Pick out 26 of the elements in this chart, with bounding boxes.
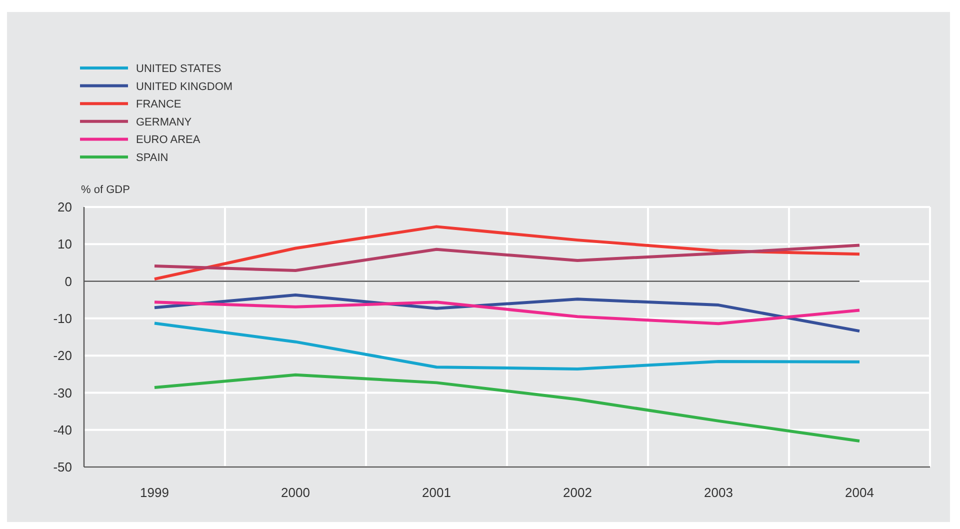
x-tick-label: 2000 bbox=[281, 485, 310, 500]
legend-label: EURO AREA bbox=[136, 134, 201, 146]
x-tick-label: 1999 bbox=[140, 485, 169, 500]
line-series bbox=[153, 373, 861, 442]
y-tick-label: 20 bbox=[58, 200, 72, 215]
line-series bbox=[153, 322, 861, 370]
y-tick-label: -30 bbox=[53, 385, 72, 400]
line-series bbox=[153, 300, 861, 326]
legend-label: SPAIN bbox=[136, 152, 168, 164]
y-tick-label: -20 bbox=[53, 348, 72, 364]
legend-label: UNITED STATES bbox=[136, 63, 222, 75]
legend-label: FRANCE bbox=[136, 98, 182, 111]
x-tick-label: 2002 bbox=[563, 485, 592, 500]
y-tick-label: 10 bbox=[58, 236, 72, 252]
line-series bbox=[153, 225, 861, 281]
x-tick-label: 2003 bbox=[704, 485, 733, 500]
line-series bbox=[153, 244, 861, 272]
y-tick-label: 0 bbox=[64, 274, 72, 289]
x-tick-label: 2004 bbox=[845, 485, 874, 500]
y-tick-label: -50 bbox=[53, 460, 72, 475]
legend-label: GERMANY bbox=[136, 116, 192, 128]
y-tick-label: -40 bbox=[53, 422, 72, 438]
y-axis-title: % of GDP bbox=[81, 184, 130, 196]
y-tick-label: -10 bbox=[53, 310, 72, 326]
legend-label: UNITED KINGDOM bbox=[136, 80, 233, 93]
x-tick-label: 2001 bbox=[422, 485, 451, 500]
